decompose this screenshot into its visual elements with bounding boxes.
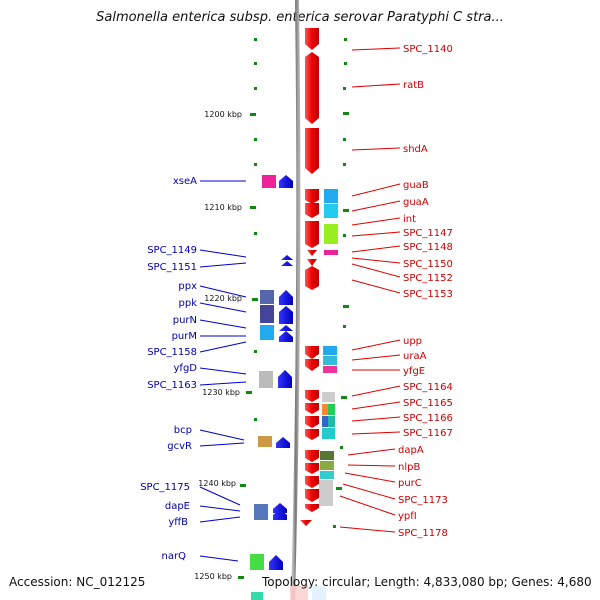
gene-arrow (305, 346, 319, 359)
forward-gene-labels: SPC_1140 ratB shdA guaB guaA int SPC_114… (398, 44, 453, 539)
gene-arrow (305, 52, 319, 124)
gene-arrow (273, 503, 287, 513)
gene-label-SPC_1152: SPC_1152 (403, 273, 453, 284)
gene-arrow (278, 370, 292, 388)
gene-label-SPC_1166: SPC_1166 (403, 413, 453, 424)
reverse-gene-labels: xseA SPC_1149 SPC_1151 ppx ppk purN purM… (140, 176, 197, 562)
gene-arrow (279, 175, 293, 188)
gene-label-shdA: shdA (403, 144, 428, 155)
gene-label-SPC_1163: SPC_1163 (147, 380, 197, 391)
gene-label-int: int (403, 214, 416, 225)
tick-label: 1220 kbp (204, 294, 242, 303)
gene-arrow (305, 28, 319, 50)
gene-label-uraA: uraA (403, 351, 427, 362)
gene-label-bcp: bcp (174, 425, 192, 436)
gene-label-purM: purM (172, 331, 197, 342)
gene-arrow (305, 450, 319, 462)
tick-label: 1250 kbp (194, 572, 232, 581)
gene-label-SPC_1150: SPC_1150 (403, 259, 453, 270)
gene-label-SPC_1178: SPC_1178 (398, 528, 448, 539)
gene-label-SPC_1173: SPC_1173 (398, 495, 448, 506)
gene-label-yffB: yffB (168, 517, 188, 528)
reverse-feature-track (250, 175, 276, 600)
gene-arrow (281, 255, 293, 260)
gene-label-ppk: ppk (179, 298, 198, 309)
scale-labels: 1200 kbp 1210 kbp 1220 kbp 1230 kbp 1240… (194, 110, 242, 581)
gene-arrow (279, 306, 293, 324)
gene-arrow (279, 290, 293, 305)
gene-arrow (273, 509, 287, 520)
gene-label-narQ: narQ (162, 551, 187, 562)
forward-feature-track (319, 189, 338, 506)
topology-label: Topology: circular; Length: 4,833,080 bp… (262, 575, 592, 589)
gene-arrow (305, 463, 319, 474)
gene-label-dapE: dapE (165, 501, 190, 512)
scale-ticks (238, 38, 349, 579)
accession-label: Accession: NC_012125 (9, 575, 146, 589)
gene-arrow (305, 416, 319, 428)
gene-label-purC: purC (398, 478, 422, 489)
gene-arrow (305, 403, 319, 414)
gene-arrow (276, 437, 290, 448)
reverse-leaders (199, 180, 247, 562)
map-title: Salmonella enterica subsp. enterica sero… (96, 10, 504, 25)
gene-arrow (305, 189, 319, 204)
gene-label-SPC_1147: SPC_1147 (403, 228, 453, 239)
gene-arrow (300, 520, 312, 526)
gene-arrow (279, 325, 293, 331)
gene-label-nlpB: nlpB (398, 462, 420, 473)
gene-label-yfgD: yfgD (174, 363, 198, 374)
gene-label-gcvR: gcvR (167, 441, 192, 452)
gene-arrow (305, 476, 319, 488)
gene-label-SPC_1167: SPC_1167 (403, 428, 453, 439)
bottom-feature-block (312, 586, 326, 600)
forward-leaders (339, 47, 401, 533)
bottom-feature-block (290, 586, 308, 600)
gene-arrow (305, 226, 319, 248)
gene-label-SPC_1153: SPC_1153 (403, 289, 453, 300)
gene-label-ratB: ratB (403, 80, 424, 91)
gene-label-SPC_1158: SPC_1158 (147, 347, 197, 358)
genome-backbone (291, 0, 301, 600)
tick-label: 1230 kbp (202, 388, 240, 397)
gene-arrow (307, 259, 317, 266)
gene-label-SPC_1148: SPC_1148 (403, 242, 453, 253)
gene-arrow (279, 331, 293, 342)
gene-arrow (305, 504, 319, 512)
gene-arrow (305, 266, 319, 290)
gene-label-guaB: guaB (403, 180, 429, 191)
gene-arrow (305, 429, 319, 440)
gene-arrow (305, 390, 319, 402)
gene-arrow (281, 261, 293, 266)
gene-label-ppx: ppx (178, 281, 197, 292)
tick-label: 1210 kbp (204, 203, 242, 212)
gene-label-upp: upp (403, 336, 422, 347)
gene-label-SPC_1149: SPC_1149 (147, 245, 197, 256)
gene-label-xseA: xseA (173, 176, 197, 187)
gene-label-SPC_1175: SPC_1175 (140, 482, 190, 493)
gene-arrow (307, 250, 317, 256)
gene-arrow (305, 128, 319, 174)
gene-label-SPC_1165: SPC_1165 (403, 398, 453, 409)
gene-arrow (269, 555, 283, 570)
reverse-strand-track (269, 175, 293, 570)
gene-label-ypfI: ypfI (398, 511, 417, 522)
gene-label-SPC_1164: SPC_1164 (403, 382, 453, 393)
gene-arrow (305, 489, 319, 502)
tick-label: 1200 kbp (204, 110, 242, 119)
gene-label-guaA: guaA (403, 197, 429, 208)
gene-label-purN: purN (173, 315, 197, 326)
gene-label-SPC_1140: SPC_1140 (403, 44, 453, 55)
gene-label-dapA: dapA (398, 445, 424, 456)
tick-label: 1240 kbp (198, 479, 236, 488)
forward-strand-track (300, 28, 319, 526)
gene-label-SPC_1151: SPC_1151 (147, 262, 197, 273)
gene-label-yfgE: yfgE (403, 366, 425, 377)
gene-arrow (305, 359, 319, 371)
gene-arrow (305, 203, 319, 218)
